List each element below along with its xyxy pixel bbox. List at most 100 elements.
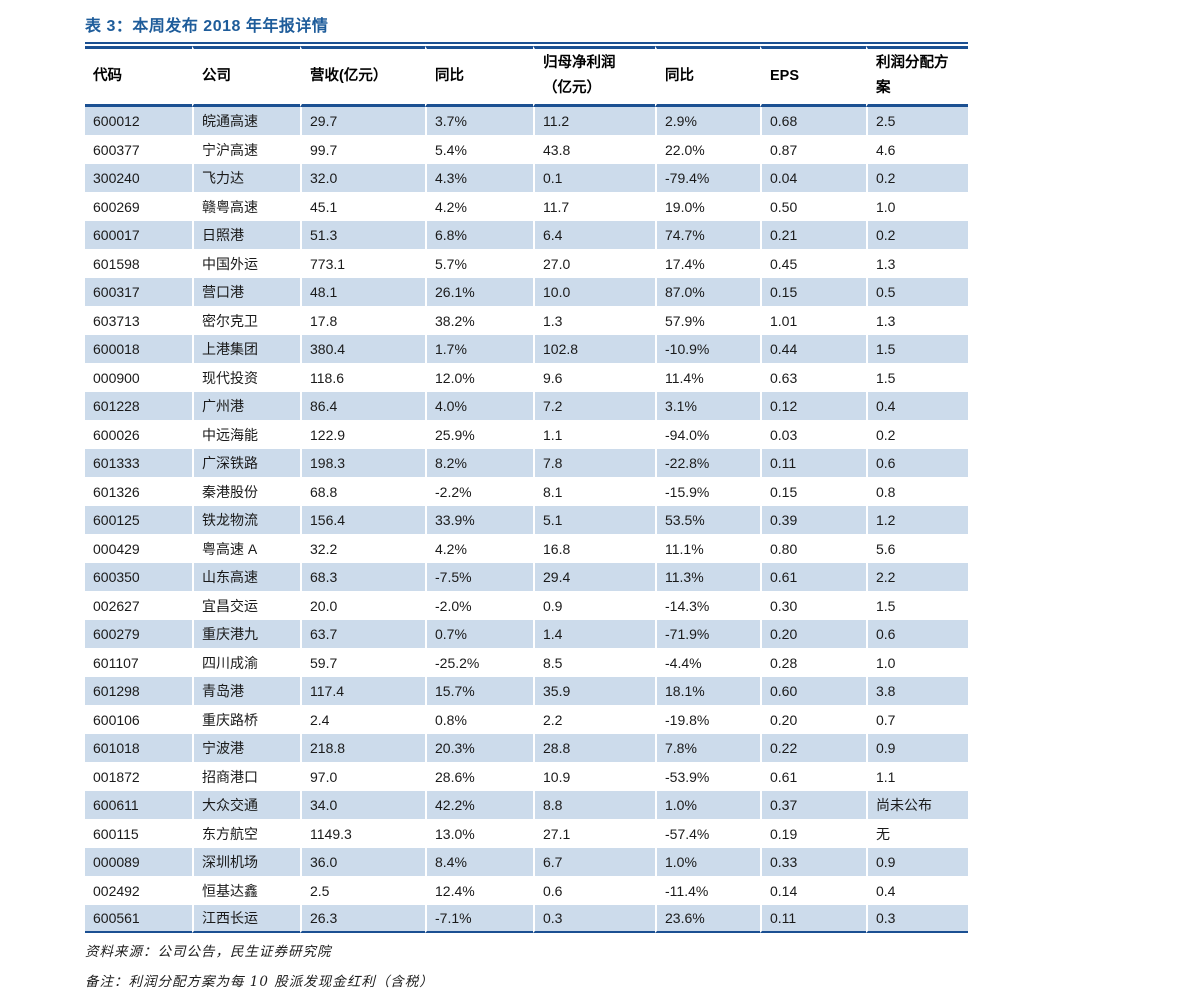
table-cell: 中远海能	[192, 420, 300, 449]
table-cell: 99.7	[300, 135, 425, 164]
table-cell: 0.61	[760, 762, 866, 791]
table-row: 000089 深圳机场 36.0 8.4% 6.7 1.0% 0.33 0.9	[85, 847, 968, 877]
annual-report-table: 代码 公司 营收(亿元） 同比 归母净利润 （亿元） 同比 EPS 利润分配方案 600012…	[85, 46, 968, 934]
table-cell: 0.7%	[425, 619, 533, 649]
table-row: 603713 密尔克卫 17.8 38.2% 1.3 57.9% 1.01 1.3	[85, 306, 968, 335]
table-cell: 2.2	[533, 705, 655, 734]
table-cell: 5.4%	[425, 135, 533, 164]
table-cell: 29.7	[300, 106, 425, 136]
table-cell: 1.5	[866, 591, 968, 620]
table-cell: -4.4%	[655, 648, 760, 677]
table-cell: 11.3%	[655, 562, 760, 592]
table-cell: 002627	[93, 597, 140, 614]
table-cell: 4.2%	[425, 534, 533, 563]
table-cell: 赣粤高速	[192, 192, 300, 221]
table-cell: 18.1%	[655, 676, 760, 706]
table-cell: 20.0	[300, 591, 425, 620]
table-cell: 上港集团	[192, 334, 300, 364]
table-cell: 59.7	[300, 648, 425, 677]
table-cell: 1.0	[866, 648, 968, 677]
table-cell: 广深铁路	[192, 448, 300, 478]
table-cell: 0.21	[760, 220, 866, 250]
column-header: 公司	[192, 46, 300, 107]
table-cell: 0.9	[866, 847, 968, 877]
table-cell: 0.8	[866, 477, 968, 506]
table-cell: 12.0%	[425, 363, 533, 392]
table-cell: 10.0	[533, 277, 655, 307]
table-cell: 51.3	[300, 220, 425, 250]
table-cell: 营口港	[192, 277, 300, 307]
table-cell: 1.0%	[655, 847, 760, 877]
table-cell: 0.2	[866, 220, 968, 250]
table-cell: 0.5	[866, 277, 968, 307]
table-cell: 8.1	[533, 477, 655, 506]
table-cell: 300240	[85, 163, 192, 193]
table-row: 000429 粤高速 A 32.2 4.2% 16.8 11.1% 0.80 5.6	[85, 534, 968, 563]
table-cell: 1.4	[533, 619, 655, 649]
table-cell: 9.6	[533, 363, 655, 392]
table-cell: 601326	[93, 483, 140, 500]
table-cell: 19.0%	[655, 192, 760, 221]
table-cell: 42.2%	[425, 790, 533, 820]
table-row: 001872 招商港口 97.0 28.6% 10.9 -53.9% 0.61 1.1	[85, 762, 968, 791]
table-cell: 117.4	[300, 676, 425, 706]
table-cell: 2.5	[866, 106, 968, 136]
table-cell: 63.7	[300, 619, 425, 649]
table-cell: 773.1	[300, 249, 425, 278]
header-row: 代码 公司 营收(亿元） 同比 归母净利润 （亿元） 同比 EPS 利润分配方案	[85, 46, 968, 107]
table-cell: -7.1%	[425, 904, 533, 934]
table-cell: 2.5	[300, 876, 425, 905]
table-cell: 33.9%	[425, 505, 533, 535]
table-cell: 东方航空	[192, 819, 300, 848]
table-cell: 218.8	[300, 733, 425, 763]
table-cell: 600026	[93, 426, 140, 443]
table-cell: 0.28	[760, 648, 866, 677]
table-cell: 001872	[93, 768, 140, 785]
table-cell: 22.0%	[655, 135, 760, 164]
table-row: 600317 营口港 48.1 26.1% 10.0 87.0% 0.15 0.5	[85, 277, 968, 307]
table-cell: 102.8	[533, 334, 655, 364]
table-cell: 现代投资	[192, 363, 300, 392]
table-cell: 20.3%	[425, 733, 533, 763]
table-cell: 0.68	[760, 106, 866, 136]
table-cell: 6.7	[533, 847, 655, 877]
table-header: 代码 公司 营收(亿元） 同比 归母净利润 （亿元） 同比 EPS 利润分配方案	[85, 46, 968, 107]
table-cell: 11.2	[533, 106, 655, 136]
table-row: 600279 重庆港九 63.7 0.7% 1.4 -71.9% 0.20 0.6	[85, 619, 968, 649]
table-cell: 8.2%	[425, 448, 533, 478]
table-cell: 97.0	[300, 762, 425, 791]
table-cell: 600377	[93, 141, 140, 158]
table-cell: 118.6	[300, 363, 425, 392]
table-cell: 000900	[93, 369, 140, 386]
table-cell: 0.3	[533, 904, 655, 934]
column-header: 代码	[85, 46, 192, 107]
table-row: 600012 皖通高速 29.7 3.7% 11.2 2.9% 0.68 2.5	[85, 106, 968, 136]
table-cell: 600561	[85, 904, 192, 934]
table-cell: 0.03	[760, 420, 866, 449]
table-cell: 0.20	[760, 619, 866, 649]
table-row: 600350 山东高速 68.3 -7.5% 29.4 11.3% 0.61 2.2	[85, 562, 968, 592]
table-cell: 32.0	[300, 163, 425, 193]
table-cell: 34.0	[300, 790, 425, 820]
table-cell: 2.9%	[655, 106, 760, 136]
table-cell: 35.9	[533, 676, 655, 706]
table-cell: 86.4	[300, 391, 425, 421]
table-cell: 0.12	[760, 391, 866, 421]
table-cell: 600611	[85, 790, 192, 820]
table-cell: 600106	[93, 711, 140, 728]
table-cell: 1.0%	[655, 790, 760, 820]
table-cell: 0.6	[866, 448, 968, 478]
table-cell: 粤高速 A	[192, 534, 300, 563]
table-cell: 5.7%	[425, 249, 533, 278]
table-row: 600125 铁龙物流 156.4 33.9% 5.1 53.5% 0.39 1.2	[85, 505, 968, 535]
table-cell: 198.3	[300, 448, 425, 478]
table-cell: 8.8	[533, 790, 655, 820]
table-cell: 0.1	[533, 163, 655, 193]
table-cell: 6.8%	[425, 220, 533, 250]
table-cell: 0.30	[760, 591, 866, 620]
table-cell: -53.9%	[655, 762, 760, 791]
table-cell: 27.1	[533, 819, 655, 848]
remark-note: 备注：利润分配方案为每 10 股派发现金红利（含税）	[85, 974, 434, 991]
table-cell: 12.4%	[425, 876, 533, 905]
table-row: 600115 东方航空 1149.3 13.0% 27.1 -57.4% 0.19 无	[85, 819, 968, 848]
